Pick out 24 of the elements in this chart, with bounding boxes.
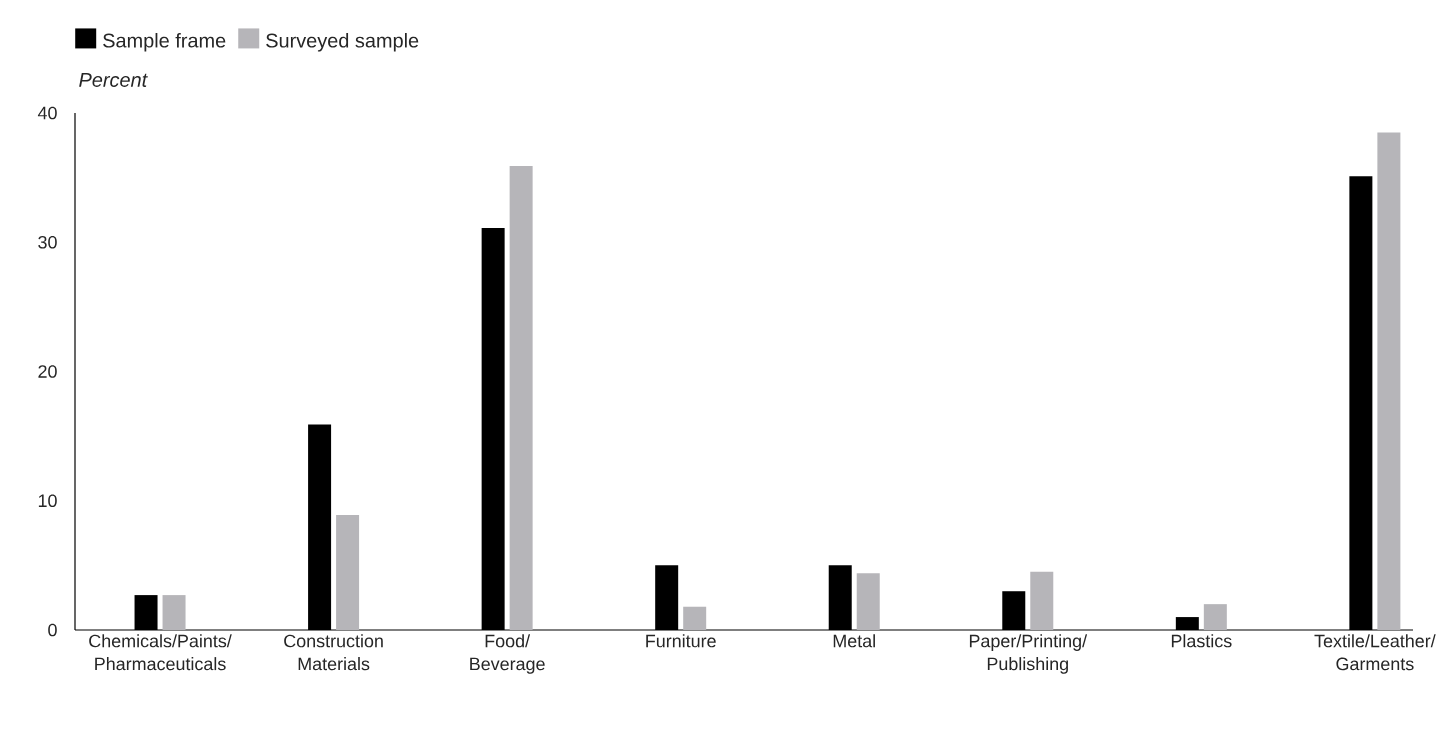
x-tick-label: Chemicals/Paints/ Pharmaceuticals xyxy=(89,634,232,671)
bar xyxy=(683,606,707,630)
x-tick-label: Metal xyxy=(833,634,875,648)
y-tick-label: 10 xyxy=(38,494,57,508)
x-tick-label: Furniture xyxy=(646,634,716,648)
bar xyxy=(162,595,186,630)
x-tick-label: Paper/Printing/ Publishing xyxy=(969,634,1088,674)
x-tick-label: Plastics xyxy=(1171,634,1232,648)
legend-label: Surveyed sample xyxy=(266,32,419,52)
y-tick-label: 30 xyxy=(38,235,57,249)
bar xyxy=(1203,604,1227,630)
x-tick-label: Textile/Leather/ Garments xyxy=(1314,634,1436,671)
bar xyxy=(856,573,880,630)
bar xyxy=(509,165,533,630)
x-tick-label: Construction Materials xyxy=(284,634,383,671)
bar xyxy=(1030,571,1054,630)
bar xyxy=(1377,132,1401,630)
y-tick-label: 20 xyxy=(38,365,57,378)
x-tick-label: Food/ Beverage xyxy=(470,634,545,674)
bar xyxy=(336,514,360,630)
y-axis-title: Percent xyxy=(79,73,148,87)
y-tick-label: 0 xyxy=(48,623,57,637)
legend-label: Sample frame xyxy=(103,32,226,52)
y-tick-label: 40 xyxy=(37,106,57,120)
